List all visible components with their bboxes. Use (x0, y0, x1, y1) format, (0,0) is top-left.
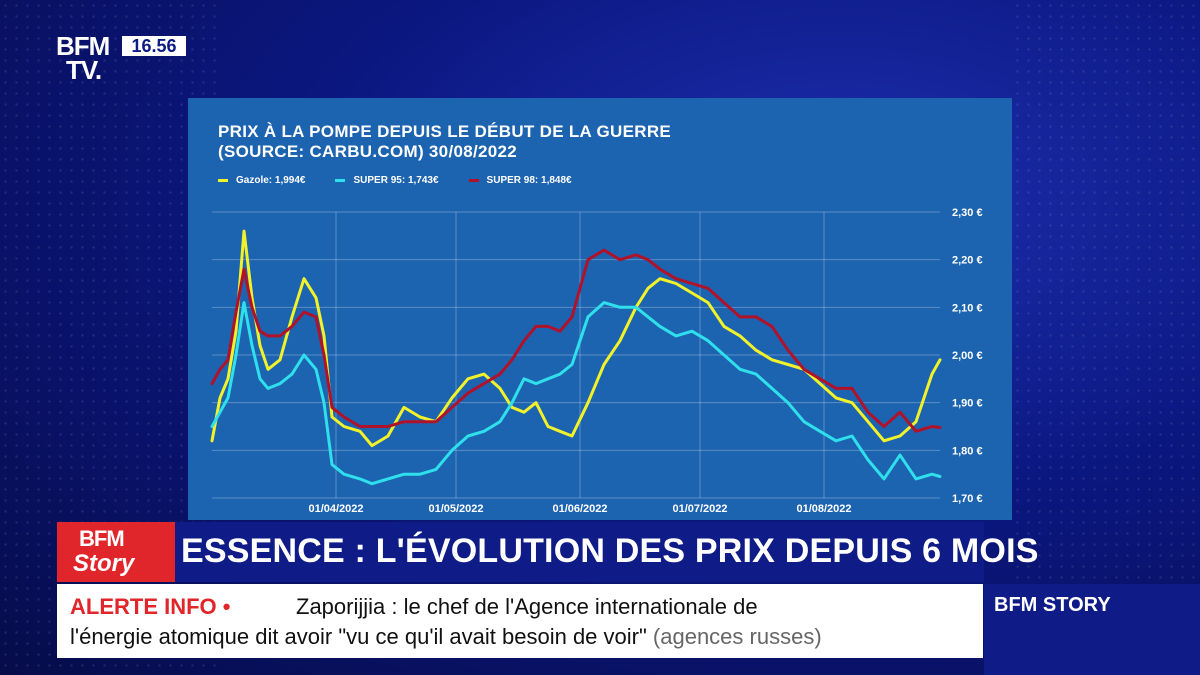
story-logo-line1: BFM (79, 526, 125, 551)
headline: ESSENCE : L'ÉVOLUTION DES PRIX DEPUIS 6 … (181, 532, 1039, 570)
clock: 16.56 (122, 36, 186, 56)
bfm-story-logo: BFM Story (57, 522, 175, 582)
series-line-super95-line (210, 301, 942, 486)
alert-text-line1: Zaporijjia : le chef de l'Agence interna… (296, 594, 758, 619)
price-chart: 2,30 € 2,20 € 2,10 € 2,00 € 1,90 € 1,80 € 1,70… (210, 207, 983, 515)
alert-source: (agences russes) (652, 624, 822, 649)
logo-line2: TV. (66, 55, 102, 85)
y-tick-label: 2,30 € (952, 207, 983, 219)
alert-text-line2-body: l'énergie atomique dit avoir "vu ce qu'i… (70, 624, 647, 649)
bfmtv-logo: BFM TV. (56, 31, 110, 85)
chart-title: PRIX À LA POMPE DEPUIS LE DÉBUT DE LA GU… (218, 122, 671, 162)
legend-swatch-gazole (218, 179, 228, 182)
x-tick-label: 01/06/2022 (552, 503, 607, 515)
legend-item-super95: SUPER 95: 1,743€ (335, 175, 439, 186)
x-tick-label: 01/07/2022 (672, 503, 727, 515)
chart-title-line2: (SOURCE: CARBU.COM) 30/08/2022 (218, 142, 518, 161)
legend-label-super95: SUPER 95: 1,743€ (353, 175, 439, 186)
legend-label-gazole: Gazole: 1,994€ (236, 175, 306, 186)
alert-bar (57, 584, 983, 658)
chart-title-line1: PRIX À LA POMPE DEPUIS LE DÉBUT DE LA GU… (218, 122, 672, 141)
channel-name-box: BFM STORY (984, 584, 1200, 675)
y-tick-label: 1,90 € (952, 398, 983, 410)
y-tick-label: 2,20 € (952, 255, 983, 267)
x-tick-label: 01/08/2022 (796, 503, 851, 515)
legend-swatch-super95 (335, 179, 346, 182)
chart-legend: Gazole: 1,994€ SUPER 95: 1,743€ SUPER 98… (218, 175, 572, 186)
channel-name: BFM STORY (994, 594, 1111, 616)
legend-label-super98: SUPER 98: 1,848€ (486, 175, 572, 186)
story-logo-line2: Story (73, 550, 135, 577)
alert-text-line2: l'énergie atomique dit avoir "vu ce qu'i… (70, 624, 822, 650)
legend-item-gazole: Gazole: 1,994€ (218, 175, 305, 186)
legend-item-super98: SUPER 98: 1,848€ (468, 175, 572, 186)
headline-bar (57, 522, 984, 582)
y-tick-label: 2,00 € (952, 350, 983, 362)
legend-swatch-super98 (468, 179, 479, 182)
alert-label: ALERTE INFO • (70, 594, 231, 619)
y-tick-label: 2,10 € (952, 302, 983, 314)
logo-line1: BFM (56, 31, 110, 61)
x-tick-label: 01/05/2022 (428, 503, 483, 515)
series-line-super98-line (210, 248, 942, 433)
y-tick-label: 1,80 € (952, 445, 983, 457)
x-tick-label: 01/04/2022 (308, 503, 363, 515)
y-tick-label: 1,70 € (952, 493, 983, 505)
chart-panel: PRIX À LA POMPE DEPUIS LE DÉBUT DE LA GU… (188, 98, 1012, 520)
